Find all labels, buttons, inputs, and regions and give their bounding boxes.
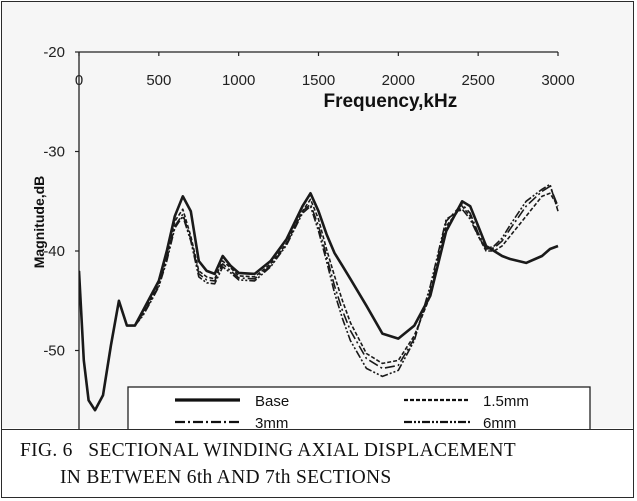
legend: Base 1.5mm 3mm 6mm (127, 386, 591, 430)
caption-title-1: SECTIONAL WINDING AXIAL DISPLACEMENT (88, 440, 516, 461)
y-tick-label: -40 (43, 243, 65, 260)
y-tick-label: -20 (43, 44, 65, 61)
y-axis-title: Magnitude,dB (31, 176, 47, 269)
x-axis-title: Frequency,kHz (323, 91, 457, 112)
legend-label: 3mm (255, 415, 288, 430)
axes: -20 -30 -40 -50 0 500 1000 1500 2000 2500 3000 Freq… (31, 44, 575, 430)
line-chart: -20 -30 -40 -50 0 500 1000 1500 2000 2500 3000 Freq… (31, 44, 591, 430)
x-tick-label: 1500 (302, 72, 335, 89)
x-tick-label: 0 (75, 72, 83, 89)
legend-label: 6mm (483, 415, 516, 430)
series-layer (79, 183, 559, 412)
x-tick-label: 2500 (461, 72, 494, 89)
series-line-4 (79, 183, 559, 411)
y-tick-label: -50 (43, 343, 65, 360)
legend-box (127, 386, 591, 430)
caption-title-2: IN BETWEEN 6th AND 7th SECTIONS (60, 467, 392, 488)
x-tick-label: 1000 (222, 72, 255, 89)
caption-divider (1, 429, 634, 430)
x-tick-label: 2000 (382, 72, 415, 89)
legend-label: 1.5mm (483, 393, 529, 410)
x-tick-label: 3000 (541, 72, 574, 89)
y-tick-label: -30 (43, 144, 65, 161)
caption-line-1: FIG. 6 SECTIONAL WINDING AXIAL DISPLACEM… (20, 437, 620, 464)
caption-label: FIG. 6 (20, 440, 73, 461)
x-tick-label: 500 (146, 72, 171, 89)
legend-label: Base (255, 393, 289, 410)
figure-caption: FIG. 6 SECTIONAL WINDING AXIAL DISPLACEM… (20, 437, 620, 491)
